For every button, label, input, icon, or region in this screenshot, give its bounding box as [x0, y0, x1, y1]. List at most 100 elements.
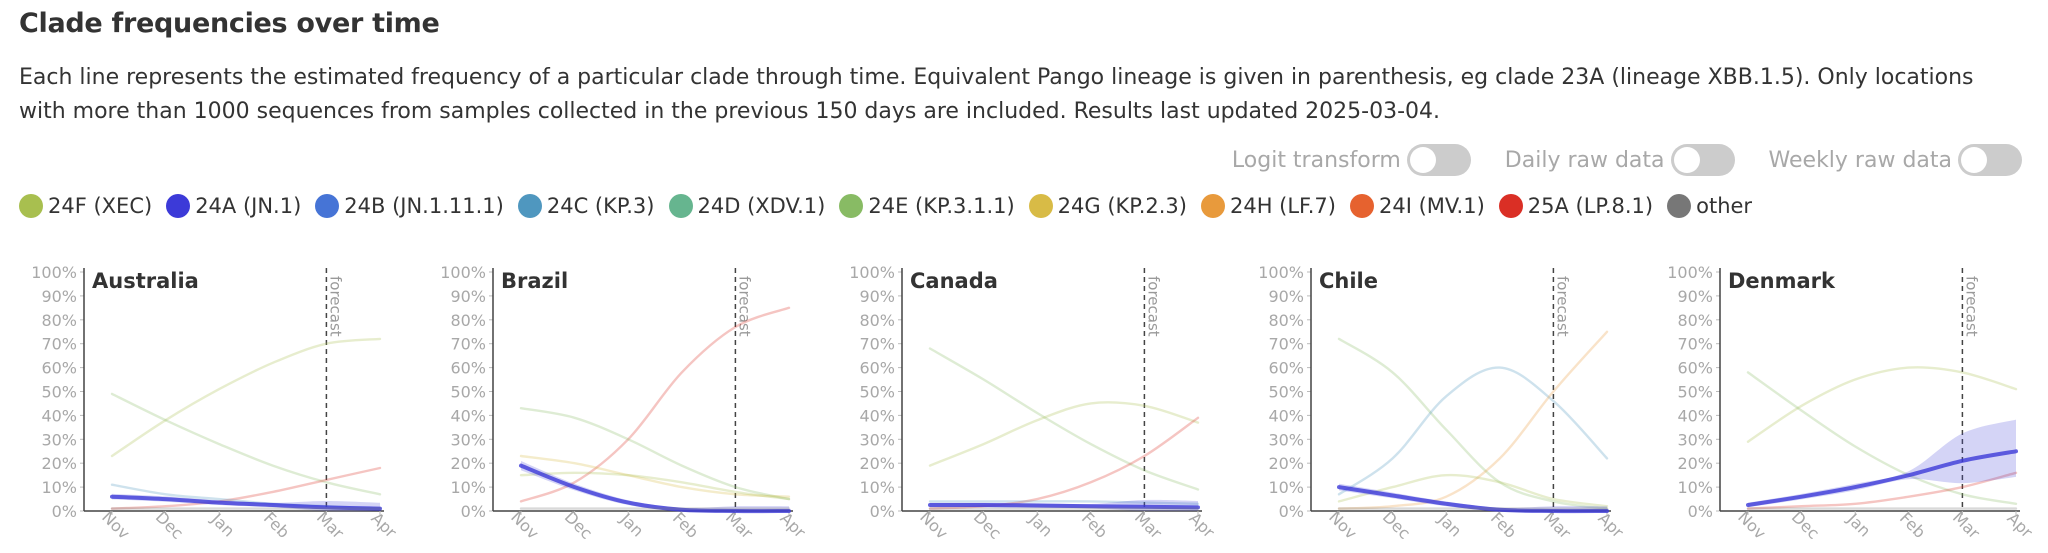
y-tick-label: 80% [859, 311, 895, 330]
y-tick-label: 60% [41, 359, 77, 378]
toggle-switch[interactable] [1670, 144, 1735, 176]
y-tick-label: 70% [1677, 335, 1713, 354]
y-tick-label: 40% [41, 406, 77, 425]
series-line-24A (JN.1) [1337, 485, 1609, 514]
page-title: Clade frequencies over time [19, 8, 440, 39]
series-line-25A (LP.8.1) [1746, 471, 2018, 510]
toggle-switch[interactable] [1406, 144, 1471, 176]
y-tick-label: 20% [1677, 454, 1713, 473]
toggle-bar: Logit transform Daily raw data Weekly ra… [1198, 143, 2022, 177]
chart-panel-denmark: 0% 10% 20% 30% 40% 50% 60% 70% 80% 90% 100% Nov Dec J… [1667, 263, 2036, 543]
chart-panel-australia: 0% 10% 20% 30% 40% 50% 60% 70% 80% 90% 100% Nov Dec J… [31, 263, 400, 543]
legend-item[interactable]: other [1667, 194, 1752, 218]
y-tick-label: 0% [461, 502, 486, 521]
y-tick-label: 20% [41, 454, 77, 473]
series-line-24A (JN.1) [1746, 449, 2018, 507]
series-line-24G (KP.2.3) [519, 454, 791, 498]
x-tick-label: Mar [313, 508, 348, 543]
x-tick-label: Feb [260, 508, 293, 541]
y-tick-label: 30% [1268, 430, 1304, 449]
y-tick-label: 100% [1258, 263, 1304, 282]
legend-item[interactable]: 24I (MV.1) [1349, 194, 1485, 218]
y-tick-label: 90% [41, 287, 77, 306]
clade-frequency-charts: 0% 10% 20% 30% 40% 50% 60% 70% 80% 90% 100% Nov Dec J… [31, 263, 2036, 543]
legend-item[interactable]: 24H (LF.7) [1200, 194, 1336, 218]
x-tick-label: Nov [98, 507, 134, 543]
forecast-label: forecast [326, 276, 344, 337]
series-line-24A (JN.1) [110, 494, 382, 511]
y-tick-label: 60% [1268, 359, 1304, 378]
x-tick-label: Jan [207, 509, 239, 541]
chart-panel-brazil: 0% 10% 20% 30% 40% 50% 60% 70% 80% 90% 100% Nov Dec J… [440, 263, 809, 543]
panel-title: Denmark [1728, 269, 1836, 293]
legend-item[interactable]: 24B (JN.1.11.1) [315, 194, 504, 218]
legend-swatch-icon [315, 194, 340, 218]
y-tick-label: 90% [859, 287, 895, 306]
series-line-24F (XEC) [110, 337, 382, 458]
toggle-knob [1961, 147, 1987, 173]
daily-raw-data-toggle[interactable]: Daily raw data [1505, 144, 1735, 176]
x-tick-label: Dec [561, 507, 596, 542]
legend-label: 24F (XEC) [48, 194, 153, 218]
y-tick-label: 10% [41, 478, 77, 497]
y-tick-label: 90% [1268, 287, 1304, 306]
y-tick-label: 0% [870, 502, 895, 521]
legend-swatch-icon [1028, 194, 1053, 218]
logit-transform-toggle[interactable]: Logit transform [1232, 144, 1471, 176]
legend-item[interactable]: 24E (KP.3.1.1) [839, 194, 1015, 218]
legend-swatch-icon [19, 194, 43, 218]
x-tick-label: Feb [669, 508, 702, 541]
y-tick-label: 20% [1268, 454, 1304, 473]
chart-panel-canada: 0% 10% 20% 30% 40% 50% 60% 70% 80% 90% 100% Nov Dec J… [849, 263, 1218, 543]
x-tick-label: Feb [1896, 508, 1929, 541]
series-line-24F (XEC) [928, 401, 1200, 467]
series-line-24E (KP.3.1.1) [928, 347, 1200, 491]
toggle-switch[interactable] [1958, 144, 2022, 176]
x-tick-label: Feb [1487, 508, 1520, 541]
legend-item[interactable]: 24D (XDV.1) [668, 194, 825, 218]
panel-title: Canada [910, 269, 998, 293]
legend-item[interactable]: 24A (JN.1) [166, 194, 301, 218]
legend-item[interactable]: 24F (XEC) [19, 194, 152, 218]
legend-swatch-icon [1498, 194, 1523, 218]
series-line-24A (JN.1) [928, 502, 1200, 510]
legend-swatch-icon [166, 194, 191, 218]
legend-item[interactable]: 24C (KP.3) [517, 194, 655, 218]
y-tick-label: 50% [859, 383, 895, 402]
toggle-label: Weekly raw data [1768, 147, 1952, 173]
legend-item[interactable]: 25A (LP.8.1) [1498, 194, 1653, 218]
x-tick-label: Feb [1078, 508, 1111, 541]
y-tick-label: 10% [450, 478, 486, 497]
x-tick-label: Jan [1843, 509, 1875, 541]
x-tick-label: Nov [1325, 507, 1361, 543]
y-tick-label: 50% [450, 383, 486, 402]
x-tick-label: Jan [1025, 509, 1057, 541]
legend-label: 24G (KP.2.3) [1057, 194, 1187, 218]
series-line-24C (KP.3) [928, 500, 1200, 505]
x-tick-label: Apr [367, 509, 400, 542]
legend-label: 24C (KP.3) [546, 194, 655, 218]
series-line-24C (KP.3) [1337, 366, 1609, 496]
series-line-24E (KP.3.1.1) [110, 392, 382, 496]
y-tick-label: 0% [1688, 502, 1713, 521]
legend-label: 24H (LF.7) [1229, 194, 1336, 218]
x-tick-label: Dec [152, 507, 187, 542]
panel-title: Chile [1319, 269, 1378, 293]
chart-panels: 0% 10% 20% 30% 40% 50% 60% 70% 80% 90% 100% Nov Dec J… [0, 255, 2048, 553]
y-tick-label: 30% [41, 430, 77, 449]
y-tick-label: 90% [1677, 287, 1713, 306]
legend-swatch-icon [1349, 194, 1374, 218]
toggle-label: Logit transform [1231, 147, 1401, 173]
x-tick-label: Apr [776, 509, 809, 542]
legend-label: 24A (JN.1) [195, 194, 302, 218]
legend-swatch-icon [839, 194, 864, 218]
legend-item[interactable]: 24G (KP.2.3) [1028, 194, 1187, 218]
series-band-24A (JN.1) [521, 461, 789, 512]
x-tick-label: Nov [507, 507, 543, 543]
y-tick-label: 20% [859, 454, 895, 473]
series-line-24E (KP.3.1.1) [1337, 337, 1609, 510]
y-tick-label: 80% [450, 311, 486, 330]
legend-label: 24I (MV.1) [1378, 194, 1485, 218]
series-line-25A (LP.8.1) [519, 306, 791, 503]
weekly-raw-data-toggle[interactable]: Weekly raw data [1769, 144, 2022, 176]
